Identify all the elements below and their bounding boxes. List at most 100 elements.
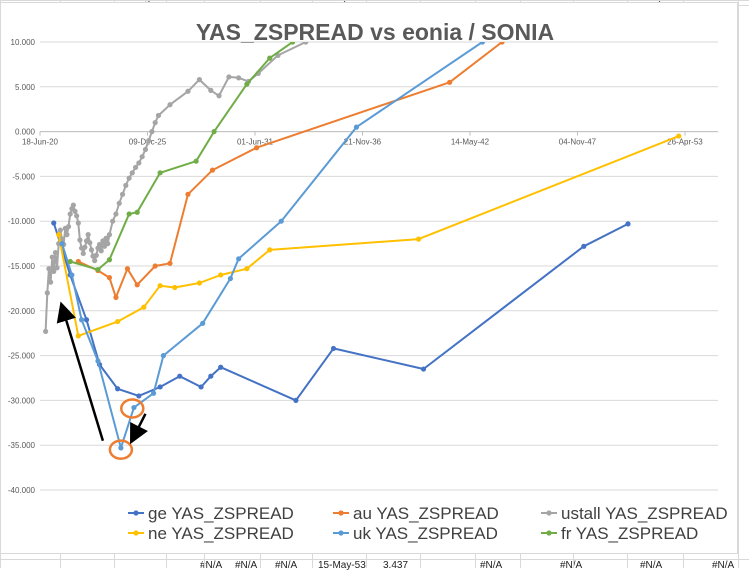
data-point-uk[interactable] [227, 275, 234, 282]
data-point-ustall[interactable] [44, 290, 50, 296]
data-point-fr[interactable] [267, 55, 273, 61]
data-point-ge[interactable] [83, 317, 90, 323]
data-point-ustall[interactable] [139, 154, 145, 160]
legend-item-uk[interactable]: uk YAS_ZSPREAD [333, 524, 498, 543]
data-point-ne[interactable] [218, 272, 224, 278]
data-point-ustall[interactable] [208, 87, 214, 93]
data-point-ge[interactable] [51, 220, 57, 226]
data-point-ustall[interactable] [77, 237, 83, 243]
data-point-ustall[interactable] [51, 268, 57, 274]
legend-item-fr[interactable]: fr YAS_ZSPREAD [541, 524, 698, 543]
data-point-ustall[interactable] [72, 208, 78, 214]
data-point-ge[interactable] [157, 384, 163, 390]
data-point-ne[interactable] [267, 247, 273, 253]
data-point-ge[interactable] [625, 221, 631, 227]
sheet-cell[interactable]: #N/A [200, 560, 223, 571]
data-point-ustall[interactable] [98, 248, 104, 254]
series-ge[interactable] [51, 220, 631, 403]
sheet-cell[interactable]: 3.437 [383, 560, 409, 571]
data-point-ustall[interactable] [85, 232, 91, 238]
data-point-au[interactable] [113, 294, 119, 300]
data-point-au[interactable] [106, 275, 113, 281]
data-point-fr[interactable] [95, 266, 101, 273]
data-point-ustall[interactable] [52, 249, 59, 256]
data-point-ustall[interactable] [126, 175, 132, 181]
data-point-ustall[interactable] [196, 77, 203, 83]
data-point-ustall[interactable] [129, 170, 135, 176]
data-point-fr[interactable] [126, 211, 132, 217]
data-point-au[interactable] [253, 145, 260, 151]
data-point-ne[interactable] [157, 283, 163, 289]
data-point-ge[interactable] [198, 384, 204, 390]
data-point-ustall[interactable] [103, 235, 109, 241]
data-point-uk[interactable] [479, 39, 486, 45]
data-point-fr[interactable] [134, 209, 140, 215]
data-point-uk[interactable] [278, 218, 284, 224]
data-point-ustall[interactable] [136, 160, 142, 166]
data-point-uk[interactable] [353, 124, 360, 130]
data-point-uk[interactable] [78, 317, 85, 323]
data-point-ge[interactable] [136, 393, 142, 399]
sheet-cell[interactable]: #N/A [275, 560, 298, 571]
data-point-uk[interactable] [160, 353, 166, 359]
data-point-fr[interactable] [106, 257, 113, 263]
data-point-ustall[interactable] [146, 137, 152, 144]
data-point-ustall[interactable] [155, 112, 162, 119]
sheet-cell[interactable]: #N/A [235, 560, 258, 571]
data-point-uk[interactable] [59, 241, 65, 247]
data-point-au[interactable] [499, 39, 505, 45]
data-point-ustall[interactable] [236, 75, 242, 81]
data-point-au[interactable] [134, 282, 140, 288]
data-point-ustall[interactable] [226, 74, 232, 80]
data-point-fr[interactable] [193, 158, 199, 164]
data-point-fr[interactable] [157, 170, 163, 176]
data-point-au[interactable] [447, 79, 453, 85]
data-point-ge[interactable] [177, 373, 183, 379]
data-point-fr[interactable] [290, 39, 296, 45]
data-point-ge[interactable] [208, 373, 214, 379]
data-point-ustall[interactable] [67, 211, 73, 217]
data-point-ustall[interactable] [70, 202, 76, 208]
series-fr[interactable] [67, 39, 296, 273]
data-point-ustall[interactable] [167, 102, 173, 108]
data-point-ustall[interactable] [132, 164, 139, 171]
data-point-ne[interactable] [56, 232, 62, 238]
data-point-ge[interactable] [218, 364, 224, 370]
data-point-ge[interactable] [330, 345, 337, 352]
data-point-ustall[interactable] [57, 227, 63, 233]
series-line-ne[interactable] [57, 135, 680, 337]
data-point-ustall[interactable] [46, 266, 52, 272]
data-point-ustall[interactable] [49, 254, 55, 260]
data-point-uk[interactable] [236, 256, 242, 262]
legend-item-au[interactable]: au YAS_ZSPREAD [333, 504, 499, 523]
data-point-ustall[interactable] [142, 146, 149, 153]
data-point-ustall[interactable] [113, 211, 119, 217]
data-point-uk[interactable] [131, 404, 137, 411]
data-point-au[interactable] [124, 266, 131, 272]
series-line-uk[interactable] [61, 42, 483, 449]
data-point-ne[interactable] [75, 333, 81, 339]
data-point-fr[interactable] [244, 81, 250, 87]
legend-item-ne[interactable]: ne YAS_ZSPREAD [128, 524, 294, 543]
data-point-ne[interactable] [676, 133, 682, 139]
data-point-ustall[interactable] [116, 200, 122, 206]
data-point-ne[interactable] [141, 304, 147, 310]
series-ustall[interactable] [43, 39, 309, 335]
data-point-ne[interactable] [415, 236, 422, 242]
data-point-ustall[interactable] [43, 328, 49, 335]
data-point-fr[interactable] [67, 258, 73, 265]
data-point-ustall[interactable] [123, 182, 129, 188]
sheet-cell[interactable]: #N/A [560, 560, 583, 571]
data-point-ustall[interactable] [110, 218, 116, 224]
data-point-ge[interactable] [581, 243, 587, 249]
data-point-ustall[interactable] [185, 88, 191, 94]
data-point-ustall[interactable] [93, 252, 99, 258]
data-point-ustall[interactable] [74, 213, 80, 219]
data-point-ustall[interactable] [75, 220, 81, 226]
legend-item-ustall[interactable]: ustall YAS_ZSPREAD [541, 504, 728, 523]
data-point-ne[interactable] [196, 280, 203, 286]
data-point-ustall[interactable] [92, 258, 98, 264]
data-point-ustall[interactable] [149, 129, 155, 135]
data-point-ustall[interactable] [216, 93, 222, 99]
sheet-cell[interactable]: #N/A [480, 560, 503, 571]
